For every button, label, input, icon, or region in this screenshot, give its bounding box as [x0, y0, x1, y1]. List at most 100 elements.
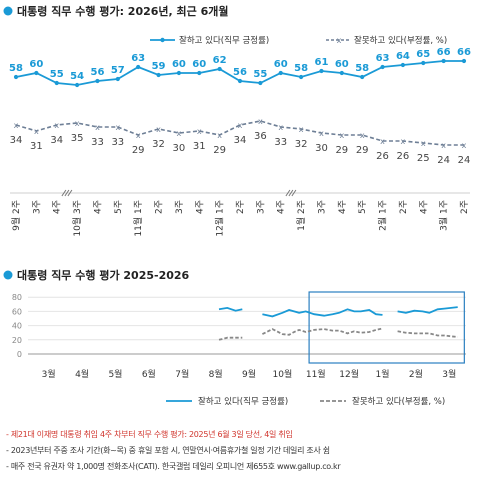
month-tick-label: 1월: [376, 368, 390, 380]
chart1-title: 대통령 직무 수행 평가: 2026년, 최근 6개월: [17, 4, 229, 18]
approve-point: [380, 64, 385, 70]
disapprove-data-label: 30: [173, 143, 186, 154]
recent-period-highlight: [308, 291, 465, 364]
x-tick-label: 3주: [174, 200, 185, 214]
disapprove-point: x: [441, 141, 446, 150]
disapprove-data-label: 24: [458, 155, 471, 166]
disapprove-data-label: 29: [335, 145, 348, 156]
approve-data-label: 60: [274, 59, 288, 70]
x-tick-label: 11월 1주: [132, 200, 144, 237]
month-tick-label: 11월: [306, 368, 326, 380]
approve-point: [400, 62, 406, 68]
disapprove-point: x: [156, 125, 161, 134]
approve-data-label: 60: [172, 59, 186, 70]
chart2-approve-line: [218, 306, 243, 312]
chart2-disapprove-line: [261, 327, 383, 336]
axis-break-mark: [64, 189, 70, 197]
x-tick-label: 1월 2주: [295, 200, 307, 231]
month-tick-label: 5월: [108, 368, 122, 380]
chart2-disapprove-line: [397, 330, 458, 338]
approve-data-label: 60: [192, 59, 206, 70]
disapprove-series-line: [15, 120, 464, 146]
disapprove-data-label: 29: [132, 145, 145, 156]
approve-point: [95, 78, 100, 84]
x-tick-label: 3주: [317, 200, 328, 214]
x-tick-label: 2주: [459, 200, 470, 214]
approve-data-label: 59: [152, 61, 166, 72]
x-tick-label: 5주: [113, 200, 124, 214]
axis-break-mark: [67, 189, 73, 197]
disapprove-point: x: [54, 121, 59, 130]
x-tick-label: 2주: [235, 200, 246, 214]
y-tick-label: 80: [12, 293, 22, 302]
chart1-legend-disapprove: 잘못하고 있다(부정률, %): [354, 35, 447, 46]
month-tick-label: 6월: [142, 368, 156, 380]
chart1-legend: 잘하고 있다(직무 긍정률) x 잘못하고 있다(부정률, %): [150, 35, 447, 46]
approve-data-label: 61: [314, 57, 328, 68]
disapprove-point: x: [339, 131, 344, 140]
disapprove-point: x: [75, 119, 80, 128]
month-tick-label: 4월: [75, 368, 89, 380]
x-tick-label: 12월 1주: [214, 200, 226, 237]
x-tick-label: 4주: [276, 200, 287, 214]
axis-break-mark: [288, 189, 294, 197]
chart1-legend-approve: 잘하고 있다(직무 긍정률): [179, 35, 269, 46]
disapprove-point: x: [115, 123, 120, 132]
approve-point: [319, 68, 324, 74]
approve-data-label: 56: [233, 67, 247, 78]
approve-point: [339, 70, 344, 76]
legend-disapprove-marker: x: [337, 36, 342, 45]
title-bullet-icon: [3, 6, 13, 16]
disapprove-data-label: 34: [10, 135, 23, 146]
approve-data-label: 56: [90, 67, 104, 78]
footnote-1: - 제21대 이재명 대통령 취임 4주 차부터 직무 수행 평가: 2025년…: [6, 430, 293, 439]
approve-point: [237, 78, 243, 84]
chart2-approve-line: [397, 306, 458, 314]
title-bullet-icon-2: [3, 270, 13, 280]
approve-data-label: 55: [253, 69, 267, 80]
disapprove-data-label: 30: [315, 143, 328, 154]
disapprove-point: x: [177, 129, 182, 138]
month-tick-label: 2월: [409, 368, 423, 380]
disapprove-point: x: [197, 127, 202, 136]
approve-data-label: 62: [213, 55, 227, 66]
x-tick-label: 3주: [255, 200, 266, 214]
disapprove-data-label: 33: [274, 137, 287, 148]
disapprove-point: x: [462, 141, 467, 150]
approve-point: [34, 70, 39, 76]
approve-point: [298, 74, 304, 80]
month-tick-label: 9월: [242, 368, 256, 380]
x-tick-label: 4주: [52, 200, 63, 214]
chart1-plot: 58 60 55 54 56 57 63 59 60 60 62 56 55 60 58 61 60 58 63 64…: [9, 47, 471, 166]
disapprove-point: x: [278, 123, 283, 132]
disapprove-point: x: [360, 131, 365, 140]
month-tick-label: 12월: [339, 368, 359, 380]
disapprove-data-label: 36: [254, 131, 267, 142]
disapprove-point: x: [319, 129, 324, 138]
approve-point: [360, 74, 365, 80]
disapprove-point: x: [380, 137, 385, 146]
approve-point: [217, 66, 222, 72]
disapprove-point: x: [421, 139, 426, 148]
approve-point: [136, 64, 141, 70]
chart1-x-axis: 9월 2주 3주 4주 10월 3주 4주 5주 11월 1주 2주 3주 4주 12월 1주 2주 3…: [10, 189, 470, 237]
disapprove-data-label: 35: [71, 133, 84, 144]
disapprove-point: x: [299, 125, 304, 134]
disapprove-data-label: 31: [30, 141, 43, 152]
disapprove-data-label: 32: [152, 139, 165, 150]
disapprove-point: x: [238, 121, 243, 130]
disapprove-point: x: [34, 127, 39, 136]
approve-data-label: 65: [416, 49, 430, 60]
approve-data-label: 58: [9, 63, 23, 74]
axis-break-mark: [285, 189, 291, 197]
disapprove-data-label: 34: [234, 135, 247, 146]
approve-point: [258, 80, 263, 86]
footnote-3: - 매주 전국 유권자 약 1,000명 전화조사(CATI). 한국갤럽 데일…: [6, 462, 341, 471]
chart2-legend-approve: 잘하고 있다(직무 긍정률): [198, 396, 288, 407]
x-tick-label: 4주: [337, 200, 348, 214]
approve-data-label: 63: [376, 53, 390, 64]
approve-data-label: 60: [29, 59, 43, 70]
approve-point: [156, 72, 161, 78]
approve-point: [441, 58, 446, 64]
chart2-x-axis: 3월 4월 5월 6월 7월 8월 9월 10월 11월 12월 1월 2월 3월: [42, 368, 457, 380]
